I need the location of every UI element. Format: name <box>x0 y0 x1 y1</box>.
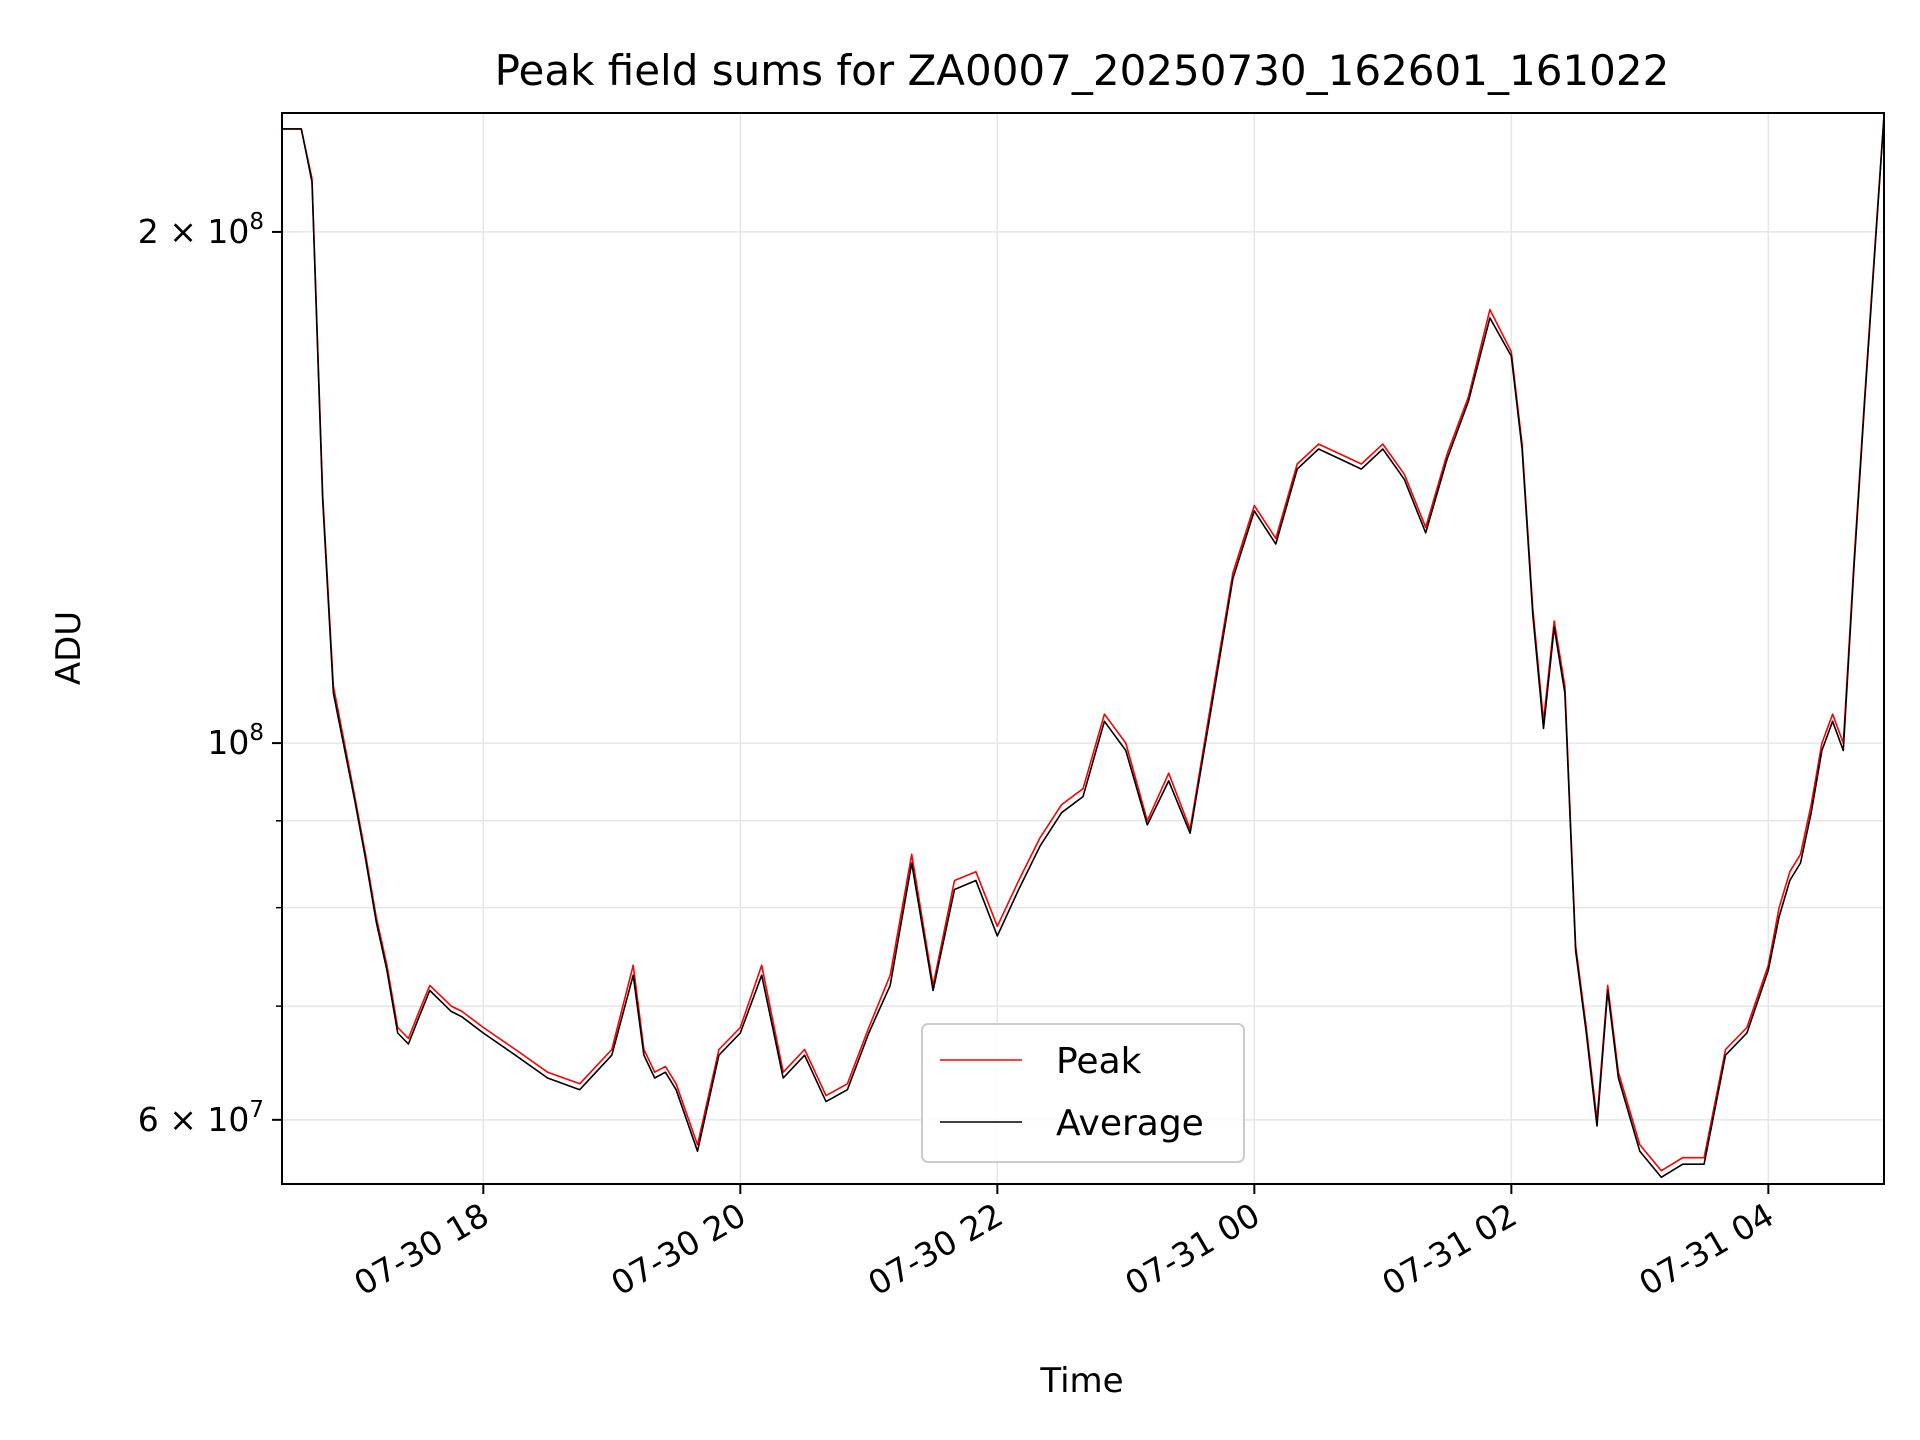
y-tick-label: 2 × 108 <box>138 209 264 251</box>
series-layer <box>282 116 1884 1179</box>
average-series-line <box>282 116 1884 1179</box>
plot-frame <box>281 112 1885 1185</box>
x-tick-label: 07-30 18 <box>347 1195 495 1303</box>
x-tick-label: 07-31 04 <box>1632 1195 1780 1303</box>
legend-peak-label: Peak <box>1056 1041 1142 1082</box>
x-tick-label: 07-30 20 <box>604 1195 752 1303</box>
x-tick-label: 07-31 02 <box>1375 1195 1523 1303</box>
x-axis: 07-30 18 07-30 20 07-30 22 07-31 00 07-31 02… <box>347 1184 1780 1303</box>
y-axis-label: ADU <box>49 611 89 685</box>
y-tick-label: 6 × 107 <box>138 1097 264 1139</box>
chart-title: Peak field sums for ZA0007_20250730_1626… <box>495 46 1670 95</box>
x-tick-label: 07-30 22 <box>861 1195 1009 1303</box>
x-axis-label: Time <box>1039 1361 1123 1401</box>
legend: Peak Average <box>921 1023 1245 1163</box>
y-axis: 2 × 108 108 6 × 107 <box>138 209 282 1139</box>
y-tick-label: 108 <box>207 720 264 762</box>
x-tick-label: 07-31 00 <box>1118 1195 1266 1303</box>
legend-box <box>921 1023 1245 1163</box>
legend-average-label: Average <box>1056 1103 1204 1144</box>
peak-series-line <box>282 116 1884 1172</box>
